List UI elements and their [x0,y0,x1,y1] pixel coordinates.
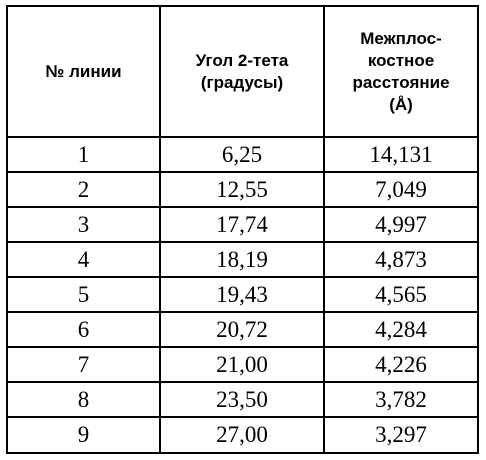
cell-line-number: 3 [8,206,161,243]
cell-two-theta: 12,55 [159,171,325,208]
table-row: 8 23,50 3,782 [8,381,477,418]
cell-distance: 3,297 [323,416,477,452]
data-table-frame: № линии Угол 2-тета (градусы) Межплос- к… [6,5,479,454]
cell-distance: 4,873 [323,241,477,278]
header-two-theta-line-2: (градусы) [200,72,284,92]
cell-line-number: 6 [8,311,161,348]
header-distance-line-4: (Å) [389,94,413,114]
table-row: 3 17,74 4,997 [8,206,477,243]
cell-line-number: 7 [8,346,161,383]
cell-two-theta: 20,72 [159,311,325,348]
header-interplanar-distance: Межплос- костное расстояние (Å) [323,7,477,138]
table-row: 6 20,72 4,284 [8,311,477,348]
cell-distance: 14,131 [323,136,477,173]
cell-two-theta: 21,00 [159,346,325,383]
cell-two-theta: 18,19 [159,241,325,278]
header-distance-line-2: костное [367,50,435,70]
cell-line-number: 9 [8,416,161,452]
header-line-number: № линии [8,7,161,138]
cell-line-number: 5 [8,276,161,313]
header-two-theta-line-1: Угол 2-тета [195,50,289,70]
cell-distance: 4,284 [323,311,477,348]
header-distance-line-3: расстояние [352,72,450,92]
cell-two-theta: 27,00 [159,416,325,452]
table-header-row: № линии Угол 2-тета (градусы) Межплос- к… [8,7,477,138]
cell-distance: 4,226 [323,346,477,383]
cell-line-number: 2 [8,171,161,208]
cell-line-number: 1 [8,136,161,173]
header-line-number-text: № линии [45,61,122,81]
table-row: 1 6,25 14,131 [8,136,477,173]
cell-line-number: 8 [8,381,161,418]
cell-two-theta: 17,74 [159,206,325,243]
table-row: 2 12,55 7,049 [8,171,477,208]
table-row: 5 19,43 4,565 [8,276,477,313]
cell-distance: 4,997 [323,206,477,243]
table-row: 9 27,00 3,297 [8,416,477,452]
header-distance-line-1: Межплос- [360,28,442,48]
cell-distance: 7,049 [323,171,477,208]
diffraction-lines-table: № линии Угол 2-тета (градусы) Межплос- к… [8,7,477,452]
cell-line-number: 4 [8,241,161,278]
table-row: 7 21,00 4,226 [8,346,477,383]
cell-two-theta: 19,43 [159,276,325,313]
header-two-theta: Угол 2-тета (градусы) [159,7,325,138]
cell-distance: 3,782 [323,381,477,418]
table-row: 4 18,19 4,873 [8,241,477,278]
cell-distance: 4,565 [323,276,477,313]
cell-two-theta: 23,50 [159,381,325,418]
cell-two-theta: 6,25 [159,136,325,173]
